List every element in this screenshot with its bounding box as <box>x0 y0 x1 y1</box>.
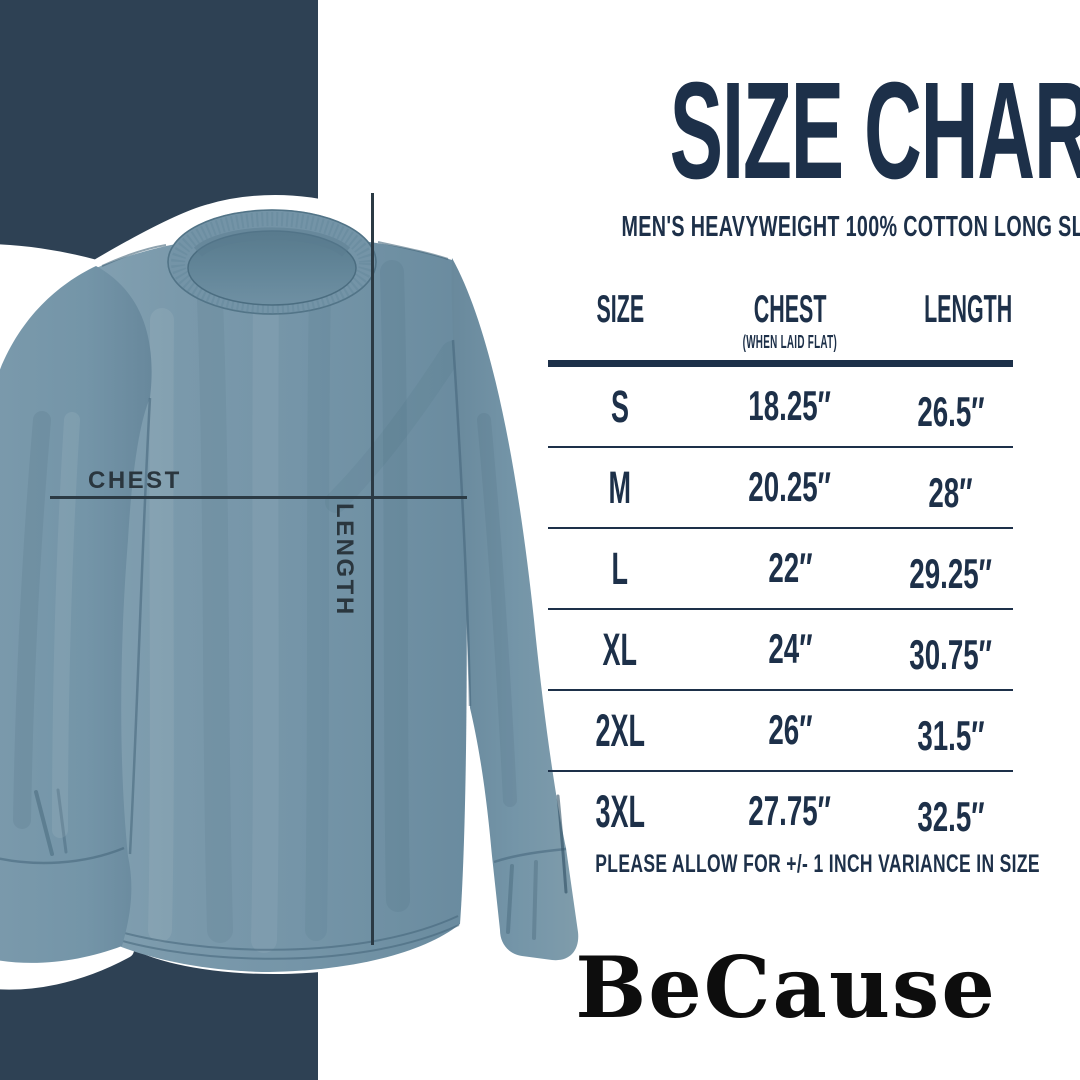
size-table-header: SIZE CHEST (WHEN LAID FLAT) LENGTH <box>548 290 1013 354</box>
row-chest: 24″ <box>767 625 813 673</box>
row-length: 29.25″ <box>909 550 992 598</box>
table-header-rule <box>548 359 1013 367</box>
table-row: M 20.25″ 28″ <box>548 448 1013 529</box>
variance-note: PLEASE ALLOW FOR +/- 1 INCH VARIANCE IN … <box>595 850 1040 878</box>
table-row: S 18.25″ 26.5″ <box>548 367 1013 448</box>
shirt-photo: CHEST LENGTH <box>0 193 579 972</box>
column-header-length: LENGTH <box>924 288 1013 331</box>
table-row: XL 24″ 30.75″ <box>548 610 1013 691</box>
brand-logo: BeCause <box>575 938 997 1037</box>
size-table-rows: S 18.25″ 26.5″ M 20.25″ 28″ L 22″ 29.25″ XL 24″ 30.… <box>548 367 1013 851</box>
page-title: SIZE CHART <box>669 54 1080 208</box>
row-size: M <box>608 461 632 513</box>
shirt-left-sleeve <box>0 266 152 963</box>
row-chest: 18.25″ <box>748 382 832 430</box>
shirt-right-sleeve <box>451 258 579 961</box>
size-chart-panel: SIZE CHART MEN'S HEAVYWEIGHT 100% COTTON… <box>500 0 1080 1080</box>
row-length: 32.5″ <box>916 793 985 841</box>
table-row: 2XL 26″ 31.5″ <box>548 691 1013 772</box>
row-chest: 27.75″ <box>748 787 832 835</box>
shirt-illustration <box>0 209 579 972</box>
row-length: 26.5″ <box>916 388 985 436</box>
row-size: XL <box>602 623 638 675</box>
row-length: 28″ <box>928 469 973 517</box>
row-size: 2XL <box>595 704 645 756</box>
row-size: 3XL <box>595 785 645 837</box>
chest-measure-label: CHEST <box>88 467 182 494</box>
column-header-size: SIZE <box>596 288 644 331</box>
row-size: L <box>611 542 629 594</box>
shirt-collar <box>167 209 377 315</box>
length-measure-label: LENGTH <box>331 503 358 617</box>
chest-measure-line <box>50 496 467 499</box>
length-measure-line <box>371 193 374 945</box>
table-row: 3XL 27.75″ 32.5″ <box>548 772 1013 851</box>
row-chest: 26″ <box>767 706 813 754</box>
column-header-chest: CHEST (WHEN LAID FLAT) <box>692 290 888 354</box>
row-chest: 22″ <box>767 544 813 592</box>
size-table: SIZE CHEST (WHEN LAID FLAT) LENGTH S 18.2… <box>548 290 1013 851</box>
row-length: 30.75″ <box>909 631 992 679</box>
row-size: S <box>610 380 629 432</box>
column-subheader-chest: (WHEN LAID FLAT) <box>742 332 838 352</box>
row-chest: 20.25″ <box>748 463 832 511</box>
table-row: L 22″ 29.25″ <box>548 529 1013 610</box>
page-subtitle: MEN'S HEAVYWEIGHT 100% COTTON LONG SLEEV… <box>621 211 1080 243</box>
row-length: 31.5″ <box>916 712 985 760</box>
